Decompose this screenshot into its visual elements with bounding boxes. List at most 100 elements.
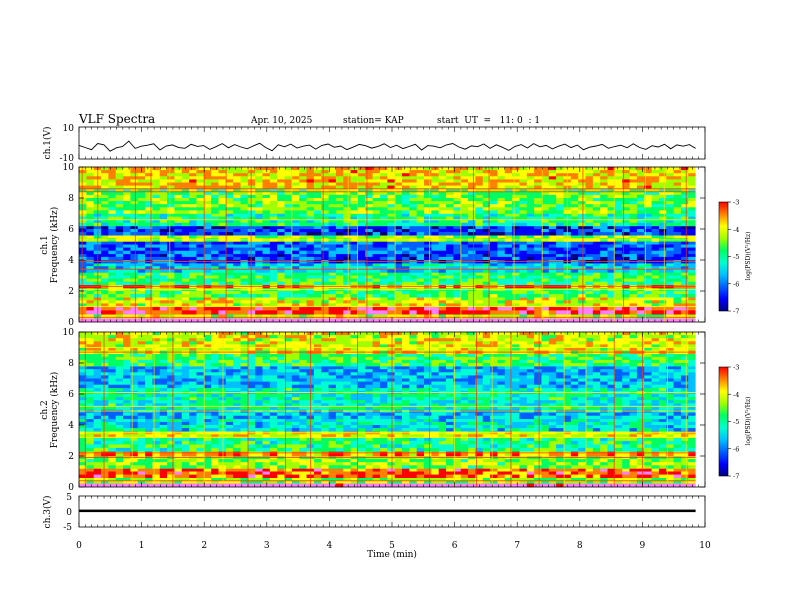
ch1-spec-cell	[145, 297, 153, 301]
ch1-spec-cell	[401, 281, 410, 286]
ch1-spec-cell	[394, 278, 403, 282]
ch1-spec-cell	[365, 281, 373, 286]
ch1-spec-cell	[556, 247, 564, 251]
ch1-spec-cell	[159, 170, 168, 174]
ch1-spec-cell	[460, 250, 469, 255]
ch1-spec-cell	[636, 250, 645, 255]
ch1-spec-cell	[269, 310, 278, 315]
ch1-spec-cell	[218, 244, 227, 248]
ch1-spec-cell	[167, 250, 175, 255]
ch1-spec-cell	[600, 310, 608, 315]
ch1-spec-cell	[534, 294, 542, 298]
ch2-spec-cell	[644, 483, 652, 488]
ch1-spec-cell	[218, 216, 227, 220]
ch1-spec-cell	[115, 216, 124, 220]
ch1-spec-cell	[394, 182, 403, 186]
ch1-spec-cell	[446, 278, 454, 282]
ch1-spec-cell	[313, 229, 322, 233]
ch1-spec-cell	[570, 244, 579, 248]
ch2-spec-cell	[460, 471, 469, 475]
ch1-spec-cell	[269, 232, 278, 236]
ch1-spec-cell	[446, 294, 454, 298]
ch1-spec-cell	[512, 201, 520, 205]
ch1-spec-cell	[108, 207, 116, 211]
ch1-spec-cell	[335, 167, 344, 171]
ch1-spec-cell	[189, 278, 197, 282]
ch1-spec-cell	[607, 263, 616, 267]
ch1-spec-cell	[277, 244, 285, 248]
ch1-spec-cell	[644, 179, 652, 183]
ch1-spec-cell	[570, 256, 579, 261]
ch1-spec-cell	[108, 278, 116, 282]
ch2-spec-cell	[607, 480, 616, 484]
ch2-spec-cell	[365, 483, 373, 488]
ch1-spectrogram-image	[79, 167, 705, 323]
ch1-spec-cell	[79, 204, 87, 208]
ch1-spec-cell	[548, 314, 557, 319]
ch2-spec-cell	[636, 477, 645, 481]
ch1-spec-cell	[284, 314, 293, 319]
ch1-spec-cell	[108, 314, 116, 319]
ch1-spec-cell	[548, 170, 557, 174]
ch1-spec-cell	[431, 318, 439, 323]
ch1-spec-cell	[401, 314, 410, 319]
ch1-spec-cell	[401, 167, 410, 171]
ch1-spec-cell	[255, 198, 263, 202]
ch1-spec-cell	[321, 269, 329, 273]
ch1-spec-cell	[475, 225, 484, 230]
ch1-spec-cell	[130, 250, 139, 255]
ch1-spec-cell	[446, 176, 454, 180]
ch2-spec-cell	[328, 477, 337, 481]
ch1-spec-cell	[291, 185, 300, 189]
ch1-spec-cell	[343, 306, 351, 311]
ch1-spec-cell	[108, 241, 116, 245]
ch1-spec-cell	[262, 263, 271, 267]
ch1-spec-cell	[167, 167, 175, 171]
ch1-spec-cell	[277, 232, 285, 236]
ch1-spec-cell	[526, 291, 535, 295]
ch1-spec-cell	[614, 188, 623, 193]
ch2-spec-cell	[255, 471, 263, 475]
ch1-spec-cell	[379, 170, 388, 174]
ch1-spec-cell	[600, 229, 608, 233]
ch1-spec-cell	[218, 173, 227, 177]
ch1-spec-cell	[519, 207, 528, 211]
ch1-spec-cell	[680, 173, 689, 177]
ch1-spec-cell	[482, 314, 491, 319]
ch2-spec-cell	[607, 468, 616, 472]
ch1-spec-cell	[299, 278, 307, 282]
ch1-spec-cell	[365, 194, 373, 199]
ch1-spec-cell	[130, 310, 139, 315]
ch1-spec-cell	[629, 253, 638, 258]
ch2-spec-cell	[299, 477, 307, 481]
ch1-spec-cell	[556, 229, 564, 233]
ch1-spec-cell	[482, 222, 491, 227]
ch1-spec-cell	[284, 188, 293, 193]
ch1-spec-cell	[115, 310, 124, 315]
ch1-spec-cell	[196, 275, 205, 279]
ch1-spec-cell	[379, 235, 388, 239]
ch1-spec-ytick: 2	[68, 287, 74, 297]
ch1-spec-cell	[291, 191, 300, 196]
ch1-spec-cell	[269, 191, 278, 196]
ch1-spec-cell	[585, 201, 594, 205]
ch1-spec-cell	[468, 256, 476, 261]
ch2-spec-cell	[379, 471, 388, 475]
ch1-spec-cell	[313, 179, 322, 183]
ch1-spec-cell	[181, 256, 190, 261]
ch2-spec-cell	[174, 483, 183, 488]
ch1-spec-cell	[372, 170, 381, 174]
ch1-spec-cell	[291, 222, 300, 227]
ch1-spec-cell	[475, 173, 484, 177]
ch1-spec-cell	[159, 294, 168, 298]
ch1-spec-cell	[196, 222, 205, 227]
ch1-spec-cell	[365, 225, 373, 230]
ch1-spec-cell	[306, 179, 315, 183]
ch1-spec-cell	[512, 173, 520, 177]
ch1-spec-cell	[313, 291, 322, 295]
ch1-spec-cell	[453, 219, 462, 224]
ch1-spec-cell	[651, 194, 660, 199]
ch1-spec-cell	[189, 275, 197, 279]
ch1-spec-cell	[137, 219, 146, 224]
ch1-spec-cell	[328, 266, 337, 270]
